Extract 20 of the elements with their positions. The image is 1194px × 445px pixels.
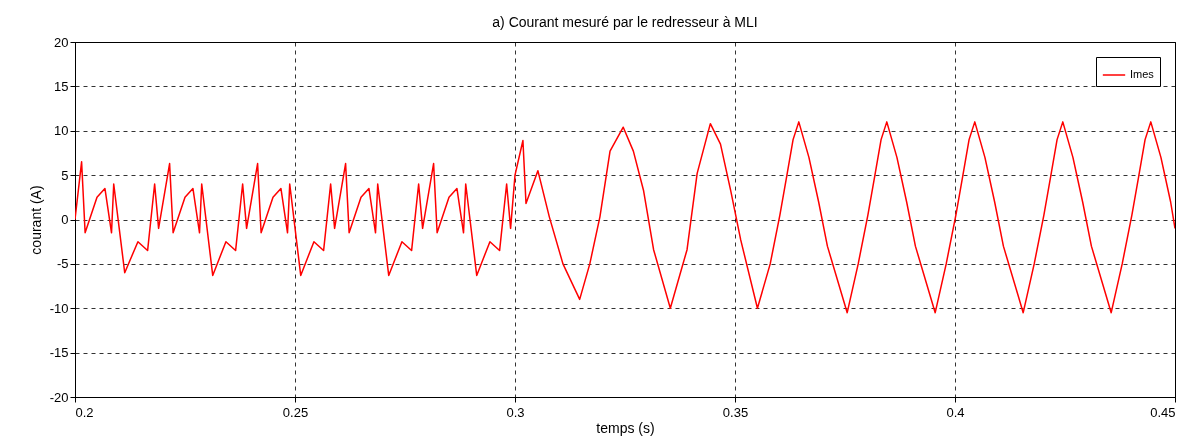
legend-label: Imes xyxy=(1130,68,1155,80)
x-tick-label: 0.25 xyxy=(282,404,309,420)
y-tick-label: -20 xyxy=(49,389,69,405)
y-tick-label: 0 xyxy=(61,212,69,227)
y-tick-label: 20 xyxy=(54,34,69,50)
x-tick-label: 0.35 xyxy=(722,404,749,420)
y-tick-label: -5 xyxy=(56,256,69,272)
y-tick-label: -15 xyxy=(49,345,69,361)
y-tick-label: 15 xyxy=(54,78,69,94)
x-axis-title: temps (s) xyxy=(596,419,655,436)
chart-title: a) Courant mesuré par le redresseur à MLI xyxy=(492,14,758,30)
x-tick-label: 0.45 xyxy=(1150,404,1176,420)
line-series xyxy=(75,121,1175,314)
y-tick-label: 5 xyxy=(61,167,69,183)
x-tick-label: 0.2 xyxy=(75,404,94,420)
x-tick-label: 0.3 xyxy=(506,404,525,420)
y-tick-label: -10 xyxy=(49,300,69,316)
y-tick-label: 10 xyxy=(54,123,69,139)
y-axis-title: courant (A) xyxy=(27,185,44,255)
x-tick-label: 0.4 xyxy=(946,404,965,420)
